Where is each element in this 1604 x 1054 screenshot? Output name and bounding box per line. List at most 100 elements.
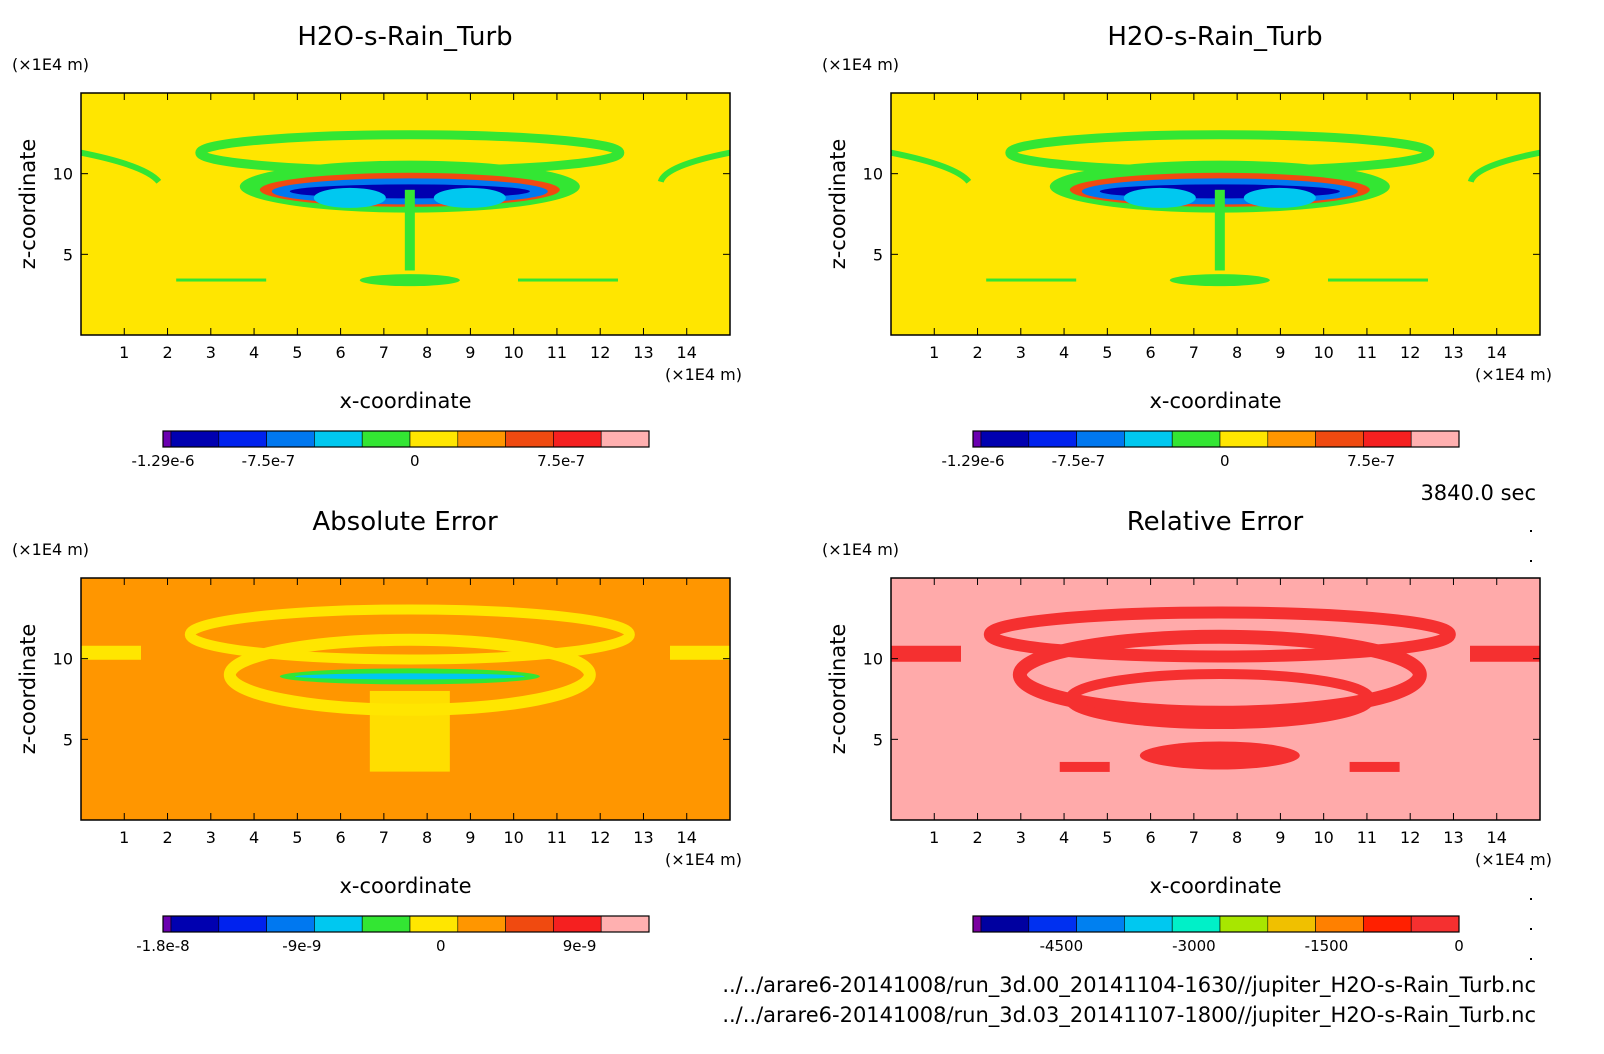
x-tick-label: 5 [292,828,302,847]
y-axis-label: z-coordinate [16,139,40,270]
colorbar-swatch [972,915,982,933]
colorbar-label: 0 [410,452,420,470]
x-tick-label: 1 [929,343,939,362]
colorbar-swatch [1124,430,1173,448]
colorbar-label: -4500 [1040,937,1084,955]
colorbar-swatch [170,430,220,448]
colorbar-label: -1.8e-8 [136,937,189,955]
colorbar-label: -7.5e-7 [242,452,295,470]
heatmap-pattern [890,130,1541,287]
chart-title: H2O-s-Rain_Turb [297,22,512,52]
chart-panel-4: Relative Error(×1E4 m)1 2 3 4 5 6 7 8 9 10 11 12 13 1… [822,507,1552,955]
x-unit-label: (×1E4 m) [665,850,742,869]
x-tick-label: 2 [162,828,172,847]
x-tick-label: 4 [249,343,259,362]
x-tick-label: 14 [677,343,697,362]
x-tick-label: 12 [590,828,610,847]
colorbar-swatch [1219,915,1269,933]
y-tick-label: 5 [873,245,883,264]
x-tick-label: 4 [1059,343,1069,362]
colorbar: -1.29e-6 -7.5e-7 0 7.5e-7 [132,430,650,470]
x-tick-label: 2 [162,343,172,362]
y-tick-label: 10 [863,650,883,669]
colorbar-swatch [266,430,315,448]
x-tick-label: 8 [422,343,432,362]
colorbar: -1.29e-6 -7.5e-7 0 7.5e-7 [942,430,1460,470]
colorbar-swatch [553,430,602,448]
x-tick-label: 8 [1232,828,1242,847]
x-tick-label: 12 [1400,343,1420,362]
x-tick-label: 7 [379,828,389,847]
y-axis-label: z-coordinate [16,624,40,755]
x-tick-label: 8 [422,828,432,847]
colorbar-swatch [1315,430,1364,448]
x-axis-label: x-coordinate [1149,874,1281,898]
chart-panel-1: H2O-s-Rain_Turb(×1E4 m)1 2 3 4 5 6 7 8 9 10 11 12 13… [12,22,742,470]
colorbar-label: -3000 [1172,937,1216,955]
colorbar-swatch [1171,915,1221,933]
y-tick-label: 5 [63,245,73,264]
x-tick-label: 14 [677,828,697,847]
chart-title: Absolute Error [312,507,498,537]
colorbar-swatch [162,915,172,933]
colorbar: -1.8e-8 -9e-9 0 9e-9 [136,915,650,955]
x-tick-label: 11 [1357,828,1377,847]
colorbar-swatch [218,430,267,448]
x-tick-label: 5 [292,343,302,362]
x-tick-label: 6 [336,828,346,847]
x-unit-label: (×1E4 m) [1475,365,1552,384]
x-tick-label: 10 [1313,343,1333,362]
colorbar: -4500 -3000 -1500 0 [972,915,1464,955]
x-tick-label: 4 [249,828,259,847]
colorbar-swatch [1410,430,1460,448]
x-tick-label: 3 [206,343,216,362]
x-tick-label: 12 [1400,828,1420,847]
x-tick-label: 10 [1313,828,1333,847]
x-tick-label: 1 [929,828,939,847]
chart-title: H2O-s-Rain_Turb [1107,22,1322,52]
heatmap-pattern [80,130,731,287]
y-axis-label: z-coordinate [826,139,850,270]
x-tick-label: 5 [1102,828,1112,847]
colorbar-swatch [980,915,1030,933]
x-tick-label: 6 [1146,828,1156,847]
x-tick-label: 14 [1487,343,1507,362]
colorbar-swatch [1363,915,1412,933]
x-axis-label: x-coordinate [339,874,471,898]
colorbar-swatch [457,915,506,933]
colorbar-swatch [1219,430,1269,448]
colorbar-swatch [1076,430,1125,448]
colorbar-label: 0 [436,937,446,955]
colorbar-swatch [314,430,363,448]
y-tick-label: 10 [53,650,73,669]
y-tick-label: 5 [873,730,883,749]
colorbar-label: -7.5e-7 [1052,452,1105,470]
y-unit-label: (×1E4 m) [12,540,89,559]
x-tick-label: 5 [1102,343,1112,362]
x-tick-label: 13 [633,343,653,362]
x-tick-label: 6 [1146,343,1156,362]
x-tick-label: 14 [1487,828,1507,847]
x-tick-label: 3 [1016,343,1026,362]
x-axis-label: x-coordinate [1149,389,1281,413]
colorbar-label: -1.29e-6 [942,452,1005,470]
y-tick-label: 10 [863,165,883,184]
x-tick-label: 11 [1357,343,1377,362]
x-tick-label: 7 [1189,828,1199,847]
x-tick-label: 12 [590,343,610,362]
y-unit-label: (×1E4 m) [822,55,899,74]
colorbar-label: -1.29e-6 [132,452,195,470]
x-tick-label: 13 [1443,343,1463,362]
x-tick-label: 2 [972,343,982,362]
x-tick-label: 9 [1275,343,1285,362]
y-unit-label: (×1E4 m) [12,55,89,74]
colorbar-swatch [972,430,982,448]
y-tick-label: 5 [63,730,73,749]
colorbar-swatch [266,915,315,933]
chart-panel-2: H2O-s-Rain_Turb(×1E4 m)1 2 3 4 5 6 7 8 9 10 11 12 13… [822,22,1552,470]
x-tick-label: 1 [119,828,129,847]
x-tick-label: 11 [547,828,567,847]
x-unit-label: (×1E4 m) [665,365,742,384]
colorbar-swatch [600,430,650,448]
colorbar-swatch [1124,915,1173,933]
